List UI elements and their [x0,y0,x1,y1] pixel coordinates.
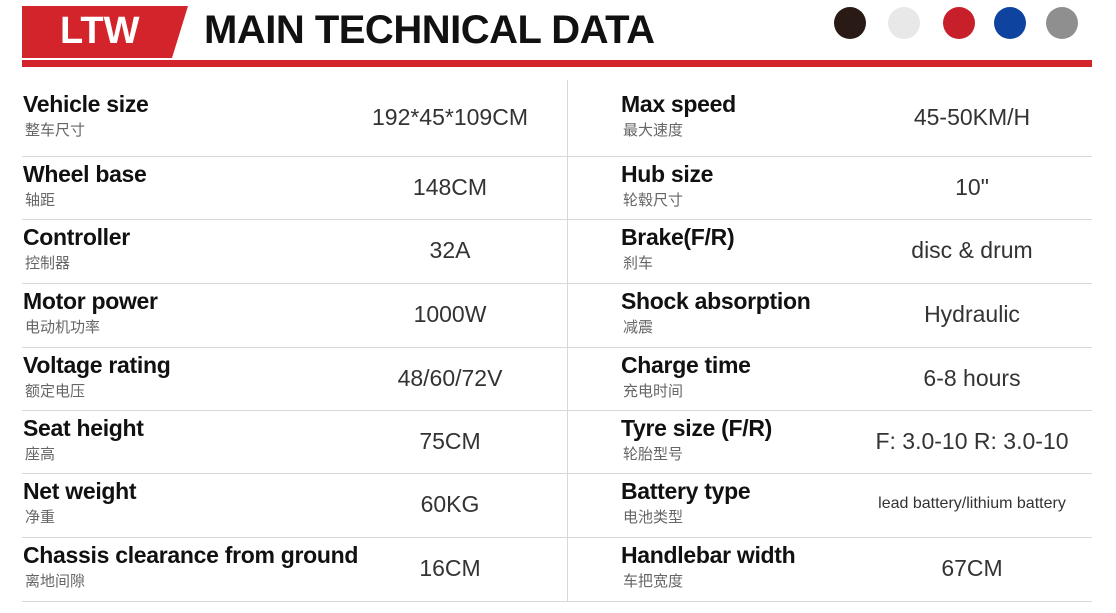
spec-label-cn: 刹车 [623,255,654,272]
spec-label: Charge time [621,351,751,378]
spec-label: Voltage rating [23,351,171,378]
spec-value: 48/60/72V [397,364,503,391]
spec-value: 148CM [412,173,488,200]
spec-value: 45-50KM/H [913,104,1031,130]
spec-value: 60KG [420,491,480,517]
spec-value: 32A [429,237,471,263]
spec-value: 192*45*109CM [371,104,528,130]
spec-value: 1000W [413,301,487,327]
color-swatch [834,7,866,39]
row-divider [22,156,1092,157]
spec-value: 67CM [941,555,1003,581]
spec-label: Brake(F/R) [621,224,735,250]
header-rule [22,60,1092,67]
row-divider [22,283,1092,284]
spec-label-cn: 减震 [623,319,654,336]
color-swatch [994,7,1026,39]
spec-value: Hydraulic [924,301,1020,327]
spec-value: 10" [955,173,989,200]
spec-label: Handlebar width [621,542,796,568]
color-swatch [888,7,920,39]
color-swatch [943,7,975,39]
spec-label-cn: 离地间隙 [25,573,86,590]
badge: LTW [60,10,140,52]
spec-label-cn: 轮胎型号 [623,445,684,463]
spec-label-cn: 电池类型 [623,509,684,526]
spec-label-cn: 充电时间 [623,382,684,400]
row-divider [22,347,1092,348]
spec-value: 16CM [419,555,481,581]
row-divider [22,473,1092,474]
spec-label: Wheel base [23,160,147,187]
color-swatch [1046,7,1078,39]
header-graphics [22,6,1092,67]
row-divider [22,537,1092,538]
spec-label: Shock absorption [621,288,811,314]
row-divider [22,219,1092,220]
spec-label-cn: 座高 [25,445,56,463]
spec-label-cn: 轴距 [25,191,56,209]
spec-label: Controller [23,224,130,250]
spec-label: Tyre size (F/R) [621,414,772,441]
spec-value: 75CM [419,427,481,454]
badge-shape [22,6,188,58]
spec-label: Vehicle size [23,91,149,117]
spec-label-cn: 控制器 [25,255,71,272]
page-title: MAIN TECHNICAL DATA [204,8,655,52]
spec-label: Max speed [621,91,736,117]
spec-label-cn: 净重 [25,509,56,526]
spec-label-cn: 整车尺寸 [25,122,86,139]
spec-label-cn: 额定电压 [25,382,86,400]
spec-label-cn: 电动机功率 [25,319,101,336]
spec-label-cn: 最大速度 [623,122,684,139]
spec-label: Chassis clearance from ground [23,542,359,568]
spec-label-cn: 轮毂尺寸 [623,191,684,209]
row-divider [22,410,1092,411]
column-divider [567,80,568,602]
spec-label: Seat height [23,414,144,441]
spec-label: Battery type [621,478,751,504]
spec-label: Net weight [23,478,137,504]
spec-value: disc & drum [911,237,1033,263]
spec-label: Hub size [621,160,714,187]
spec-label: Motor power [23,288,158,314]
row-divider [22,601,1092,602]
spec-value: F: 3.0-10 R: 3.0-10 [875,427,1069,454]
spec-value: 6-8 hours [923,364,1021,391]
spec-label-cn: 车把宽度 [623,573,684,590]
spec-value: lead battery/lithium battery [878,495,1066,512]
